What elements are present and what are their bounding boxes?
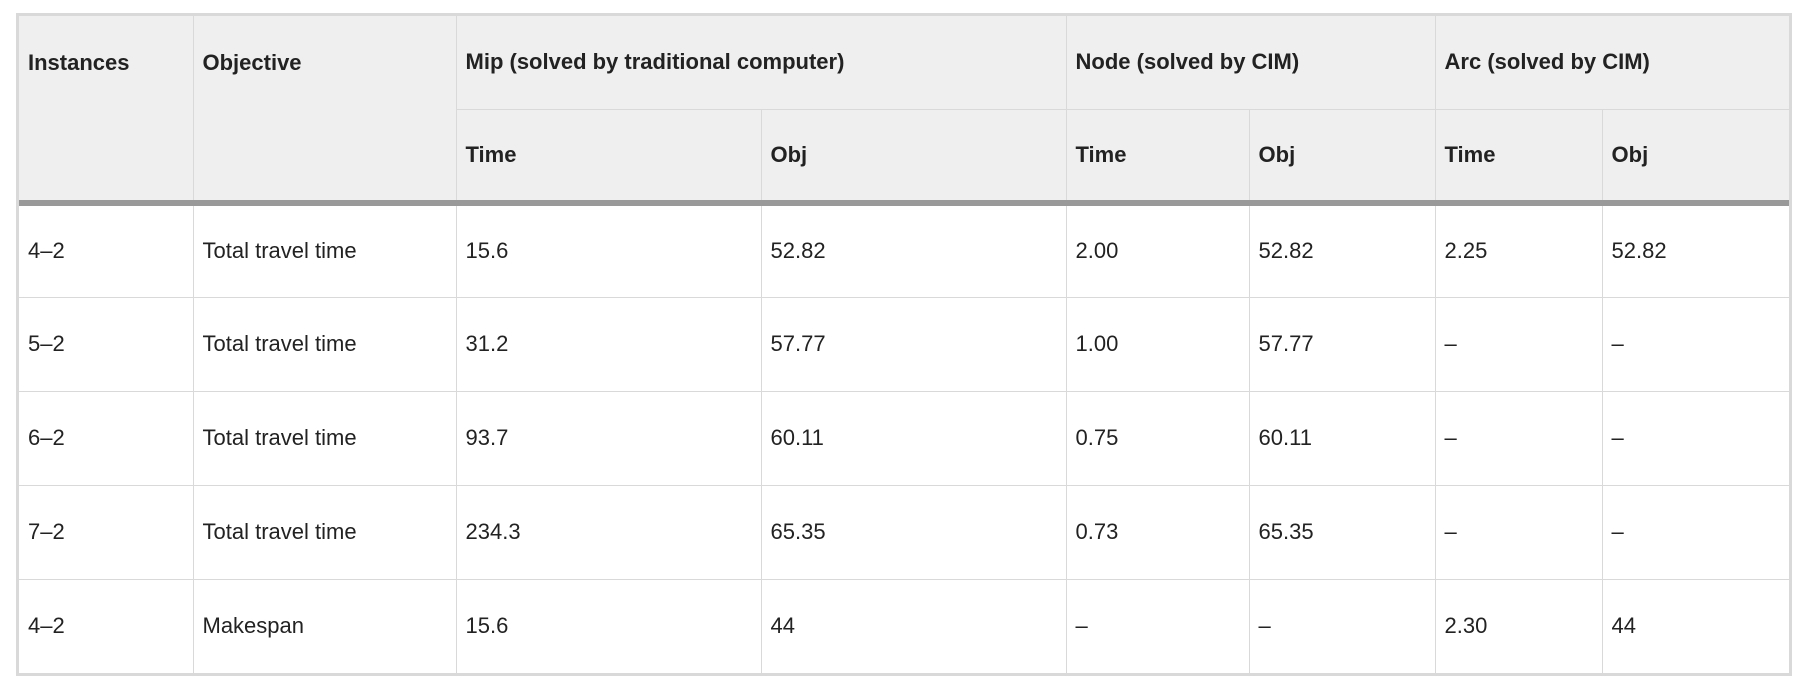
table-row: 7–2 Total travel time 234.3 65.35 0.73 6…: [19, 485, 1790, 580]
table-row: 4–2 Makespan 15.6 44 – – 2.30 44: [19, 579, 1789, 673]
cell-arc-time: 2.30: [1435, 579, 1603, 673]
cell-mip-time: 93.7: [456, 391, 762, 486]
cell-instances: 5–2: [19, 297, 194, 392]
cell-objective: Total travel time: [193, 297, 457, 392]
cell-mip-obj: 65.35: [761, 485, 1067, 580]
cell-arc-obj: –: [1602, 391, 1790, 486]
cell-mip-obj: 52.82: [761, 203, 1067, 298]
cell-objective: Total travel time: [193, 391, 457, 486]
cell-node-time: 0.75: [1066, 391, 1250, 486]
cell-instances: 6–2: [19, 391, 194, 486]
cell-arc-obj: 44: [1611, 613, 1636, 639]
cell-mip-obj: 57.77: [761, 297, 1067, 392]
cell-mip-time: 31.2: [456, 297, 762, 392]
header-mip: Mip (solved by traditional computer): [456, 16, 1067, 110]
cell-arc-obj: 52.82: [1602, 203, 1790, 298]
cell-node-time: 0.73: [1066, 485, 1250, 580]
cell-mip-time: 234.3: [456, 485, 762, 580]
cell-arc-time: –: [1435, 391, 1603, 486]
header-node-time: Time: [1066, 109, 1250, 203]
header-row-sub: Time Obj Time Obj Time Obj: [19, 109, 1790, 203]
cell-arc-obj: –: [1602, 297, 1790, 392]
cell-node-time: 2.00: [1066, 203, 1250, 298]
header-node: Node (solved by CIM): [1066, 16, 1436, 110]
cell-node-obj: 60.11: [1249, 391, 1436, 486]
cell-arc-time: –: [1435, 485, 1603, 580]
cell-arc-time: 2.25: [1435, 203, 1603, 298]
cell-arc-time: –: [1435, 297, 1603, 392]
header-arc: Arc (solved by CIM): [1435, 16, 1790, 110]
cell-instances: 7–2: [19, 485, 194, 580]
cell-node-time: 1.00: [1066, 297, 1250, 392]
header-mip-time: Time: [456, 109, 762, 203]
header-instances: Instances: [19, 16, 194, 204]
cell-mip-time: 15.6: [456, 579, 762, 673]
cell-node-obj: 52.82: [1249, 203, 1436, 298]
cell-node-obj: –: [1249, 579, 1436, 673]
cell-objective: Makespan: [193, 579, 457, 673]
header-arc-obj: Obj: [1602, 109, 1790, 203]
cell-mip-obj: 44: [761, 579, 1067, 673]
cell-mip-time: 15.6: [456, 203, 762, 298]
table-header: Instances Objective Mip (solved by tradi…: [19, 16, 1790, 204]
header-node-obj: Obj: [1249, 109, 1436, 203]
cell-mip-obj: 60.11: [761, 391, 1067, 486]
header-arc-time: Time: [1435, 109, 1603, 203]
header-objective: Objective: [193, 16, 457, 204]
table-row: 6–2 Total travel time 93.7 60.11 0.75 60…: [19, 391, 1790, 486]
cell-objective: Total travel time: [193, 203, 457, 298]
table-row: 5–2 Total travel time 31.2 57.77 1.00 57…: [19, 297, 1790, 392]
cell-instances: 4–2: [19, 203, 194, 298]
cell-node-obj: 57.77: [1249, 297, 1436, 392]
cell-node-time: –: [1066, 579, 1250, 673]
cell-instances: 4–2: [19, 579, 194, 673]
cell-arc-obj: –: [1602, 485, 1790, 580]
results-table: Instances Objective Mip (solved by tradi…: [19, 16, 1790, 673]
table-body: 4–2 Total travel time 15.6 52.82 2.00 52…: [19, 203, 1790, 673]
table-row: 4–2 Total travel time 15.6 52.82 2.00 52…: [19, 203, 1790, 298]
cell-objective: Total travel time: [193, 485, 457, 580]
header-mip-obj: Obj: [761, 109, 1067, 203]
results-table-container: Instances Objective Mip (solved by tradi…: [16, 13, 1792, 676]
cell-node-obj: 65.35: [1249, 485, 1436, 580]
header-row-top: Instances Objective Mip (solved by tradi…: [19, 16, 1790, 204]
